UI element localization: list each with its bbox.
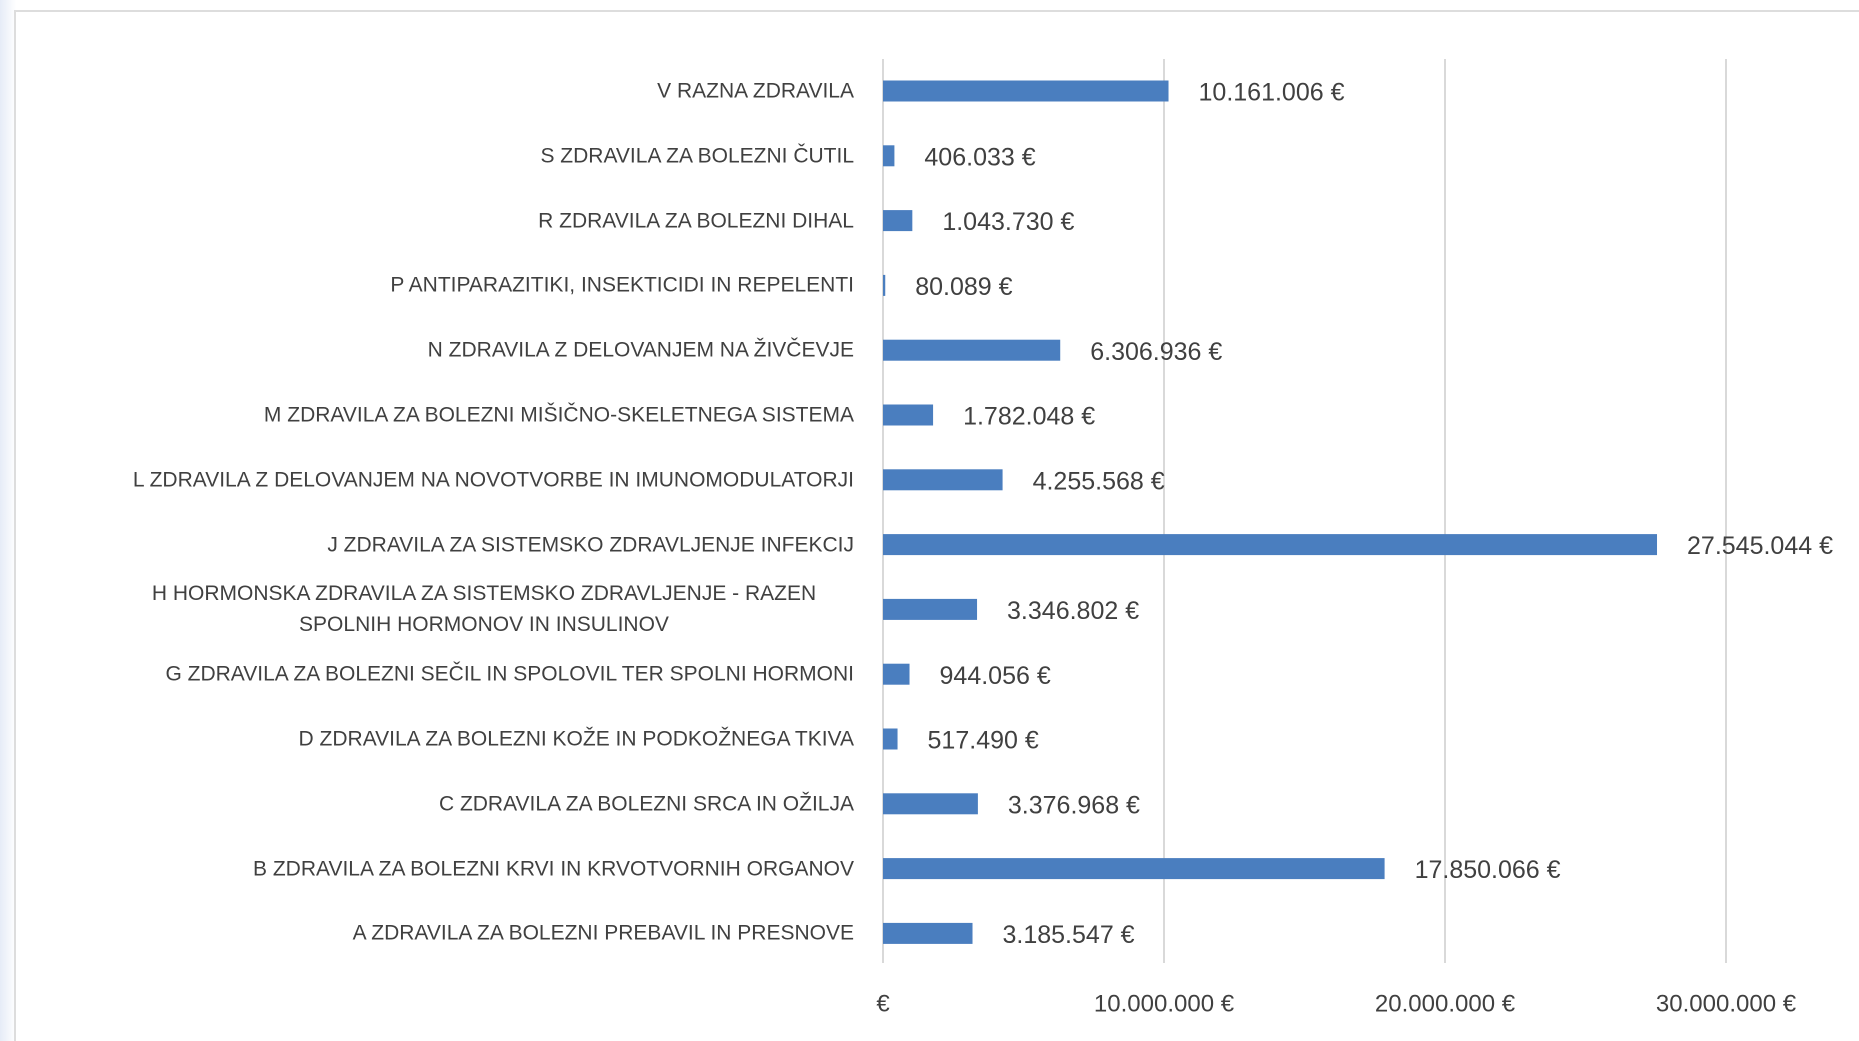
category-label-row: L ZDRAVILA Z DELOVANJEM NA NOVOTVORBE IN…: [34, 464, 854, 495]
x-tick-label: 10.000.000 €: [1094, 990, 1235, 1017]
category-label-row: G ZDRAVILA ZA BOLEZNI SEČIL IN SPOLOVIL …: [34, 659, 854, 690]
value-label: 80.089 €: [915, 273, 1012, 301]
bar: [883, 728, 898, 750]
y-tick-label: N ZDRAVILA Z DELOVANJEM NA ŽIVČEVJE: [427, 338, 854, 362]
value-label: 17.850.066 €: [1415, 856, 1561, 884]
y-tick-label: M ZDRAVILA ZA BOLEZNI MIŠIČNO-SKELETNEGA…: [263, 403, 854, 427]
bar: [883, 339, 1061, 361]
y-tick-label: R ZDRAVILA ZA BOLEZNI DIHAL: [538, 209, 854, 233]
x-tick-label: 20.000.000 €: [1375, 990, 1516, 1017]
bar: [883, 145, 895, 167]
value-label: 27.545.044 €: [1687, 532, 1833, 560]
value-label: 1.782.048 €: [963, 403, 1095, 431]
category-label-row: R ZDRAVILA ZA BOLEZNI DIHAL: [34, 205, 854, 236]
bar: [883, 469, 1003, 491]
category-label-row: M ZDRAVILA ZA BOLEZNI MIŠIČNO-SKELETNEGA…: [34, 400, 854, 431]
value-label: 1.043.730 €: [942, 208, 1074, 236]
y-tick-label: L ZDRAVILA Z DELOVANJEM NA NOVOTVORBE IN…: [132, 468, 854, 492]
category-label-row: N ZDRAVILA Z DELOVANJEM NA ŽIVČEVJE: [34, 335, 854, 366]
x-tick-label: 30.000.000 €: [1656, 990, 1797, 1017]
bar: [883, 534, 1658, 556]
y-tick-label: S ZDRAVILA ZA BOLEZNI ČUTIL: [540, 144, 854, 168]
y-tick-label: B ZDRAVILA ZA BOLEZNI KRVI IN KRVOTVORNI…: [253, 857, 854, 881]
category-label-row: C ZDRAVILA ZA BOLEZNI SRCA IN OŽILJA: [34, 788, 854, 819]
y-tick-label: V RAZNA ZDRAVILA: [657, 79, 854, 103]
category-label-row: D ZDRAVILA ZA BOLEZNI KOŽE IN PODKOŽNEGA…: [34, 724, 854, 755]
category-label-row: S ZDRAVILA ZA BOLEZNI ČUTIL: [34, 140, 854, 171]
value-label: 4.255.568 €: [1033, 467, 1165, 495]
bar: [883, 922, 973, 944]
y-tick-label: D ZDRAVILA ZA BOLEZNI KOŽE IN PODKOŽNEGA…: [298, 727, 854, 751]
category-label-row: J ZDRAVILA ZA SISTEMSKO ZDRAVLJENJE INFE…: [34, 529, 854, 560]
bar: [883, 210, 913, 232]
bar: [883, 404, 934, 426]
category-label-row: V RAZNA ZDRAVILA: [34, 76, 854, 107]
value-label: 10.161.006 €: [1199, 79, 1345, 107]
category-label-row: A ZDRAVILA ZA BOLEZNI PREBAVIL IN PRESNO…: [34, 918, 854, 949]
bar: [883, 598, 978, 620]
value-label: 517.490 €: [928, 727, 1039, 755]
bar: [883, 663, 910, 685]
value-label: 944.056 €: [940, 662, 1051, 690]
bar: [883, 274, 886, 296]
bar: [883, 858, 1385, 880]
x-tick-label: €: [876, 990, 890, 1017]
y-tick-label: C ZDRAVILA ZA BOLEZNI SRCA IN OŽILJA: [438, 792, 854, 816]
y-tick-label: J ZDRAVILA ZA SISTEMSKO ZDRAVLJENJE INFE…: [327, 533, 854, 557]
y-tick-label: G ZDRAVILA ZA BOLEZNI SEČIL IN SPOLOVIL …: [165, 662, 854, 686]
value-label: 406.033 €: [924, 143, 1035, 171]
category-label-row: H HORMONSKA ZDRAVILA ZA SISTEMSKO ZDRAVL…: [34, 578, 854, 640]
value-label: 3.376.968 €: [1008, 791, 1140, 819]
category-label-row: B ZDRAVILA ZA BOLEZNI KRVI IN KRVOTVORNI…: [34, 853, 854, 884]
y-tick-label: H HORMONSKA ZDRAVILA ZA SISTEMSKO ZDRAVL…: [151, 582, 817, 637]
bar: [883, 80, 1169, 102]
category-label-row: P ANTIPARAZITIKI, INSEKTICIDI IN REPELEN…: [34, 270, 854, 301]
value-label: 3.346.802 €: [1007, 597, 1139, 625]
y-tick-label: A ZDRAVILA ZA BOLEZNI PREBAVIL IN PRESNO…: [352, 921, 854, 945]
bar: [883, 793, 978, 815]
value-label: 6.306.936 €: [1090, 338, 1222, 366]
y-tick-label: P ANTIPARAZITIKI, INSEKTICIDI IN REPELEN…: [390, 273, 854, 297]
value-label: 3.185.547 €: [1003, 921, 1135, 949]
